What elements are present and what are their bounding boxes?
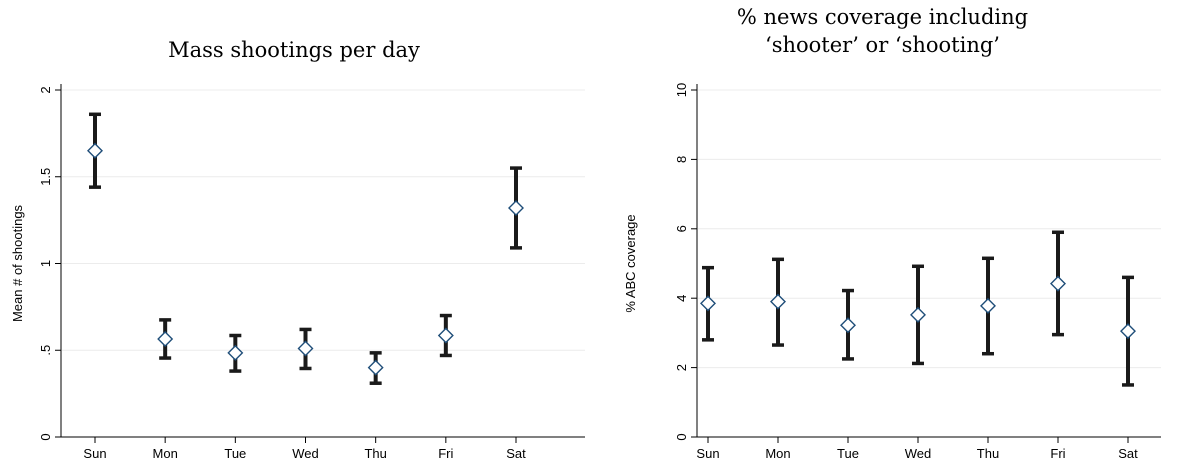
data-point-marker: [840, 317, 856, 334]
x-tick-label: Wed: [292, 446, 319, 461]
x-tick-label: Sun: [83, 446, 106, 461]
x-tick-label: Fri: [1050, 446, 1065, 461]
data-point-marker: [87, 142, 103, 159]
x-tick-label: Mon: [765, 446, 790, 461]
data-point-marker: [700, 295, 716, 312]
data-point-marker: [910, 306, 926, 323]
x-tick-label: Tue: [837, 446, 859, 461]
y-tick-label: 0: [674, 433, 689, 440]
chart-plot: 0 2 4 6 8 10 % ABC coverage Sun Mon Tue Wed Thu Fri S…: [623, 83, 1161, 461]
x-tick-label: Sun: [696, 446, 719, 461]
data-point-marker: [367, 359, 384, 376]
y-tick-label: 0: [38, 433, 53, 440]
y-tick-label: 6: [674, 225, 689, 232]
y-axis-title: % ABC coverage: [623, 214, 638, 312]
x-tick-label: Fri: [438, 446, 453, 461]
chart-title-line-2: ‘shooter’ or ‘shooting’: [765, 33, 1000, 57]
x-tick-label: Wed: [905, 446, 932, 461]
y-tick-label: .5: [38, 345, 53, 356]
y-tick-label: 2: [674, 364, 689, 371]
chart-title: Mass shootings per day: [168, 38, 420, 62]
data-point-marker: [508, 199, 524, 216]
x-tick-label: Sat: [1118, 446, 1138, 461]
y-tick-label: 4: [674, 295, 689, 302]
data-point-marker: [227, 344, 244, 361]
chart-title-line-1: % news coverage including: [736, 5, 1029, 29]
chart-panel-news-coverage: % news coverage including ‘shooter’ or ‘…: [588, 0, 1177, 473]
y-tick-label: 1: [38, 260, 53, 267]
data-point-marker: [1120, 323, 1136, 340]
data-point-marker: [297, 340, 314, 357]
y-axis-title: Mean # of shootings: [10, 204, 25, 322]
y-tick-label: 2: [38, 86, 53, 93]
data-point-marker: [157, 330, 174, 347]
x-tick-label: Mon: [153, 446, 178, 461]
x-tick-label: Sat: [506, 446, 526, 461]
chart-panel-mass-shootings: Mass shootings per day 0 .5 1 1.5 2 Mean # of…: [0, 0, 588, 473]
y-tick-label: 8: [674, 156, 689, 163]
data-point-marker: [1050, 275, 1066, 292]
y-tick-label: 1.5: [38, 168, 53, 186]
x-tick-label: Tue: [224, 446, 246, 461]
x-tick-label: Thu: [977, 446, 999, 461]
chart-plot: 0 .5 1 1.5 2 Mean # of shootings Sun Mon Tue Wed T…: [10, 84, 585, 461]
data-point-marker: [437, 327, 454, 344]
data-point-marker: [980, 297, 996, 314]
y-tick-label: 10: [674, 83, 689, 97]
data-point-marker: [770, 293, 786, 310]
x-tick-label: Thu: [364, 446, 386, 461]
